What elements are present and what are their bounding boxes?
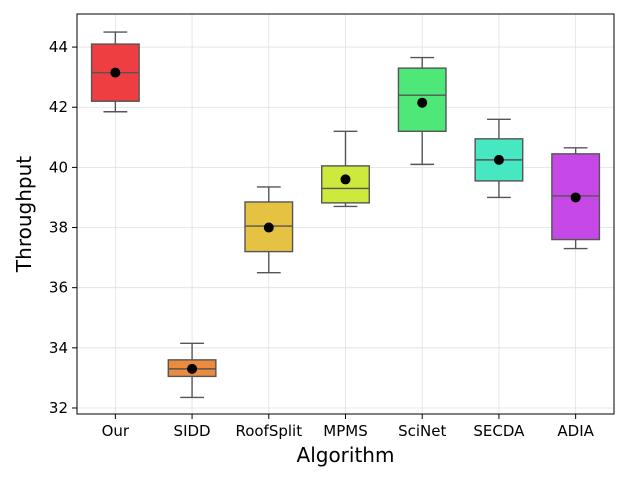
box-SciNet — [397, 67, 447, 132]
y-axis-title: Throughput — [12, 156, 36, 273]
mean-point-Our — [110, 67, 121, 78]
y-ticks: 32 34 36 38 40 42 44 — [49, 38, 77, 417]
mean-point-SECDA — [493, 154, 504, 165]
box-group-ADIA — [551, 147, 601, 250]
mean-point-ADIA — [570, 192, 581, 203]
x-tick-label-RoofSplit: RoofSplit — [235, 422, 302, 440]
x-ticks: Our SIDD RoofSplit MPMS SciNet SECDA ADIA — [102, 414, 595, 440]
boxes — [90, 31, 601, 399]
x-tick-label-Our: Our — [102, 422, 130, 440]
mean-point-SciNet — [417, 97, 428, 108]
x-axis-title: Algorithm — [297, 443, 395, 467]
box-group-RoofSplit — [244, 186, 294, 274]
x-tick-label-SECDA: SECDA — [473, 422, 525, 440]
y-tick-label-40: 40 — [49, 158, 68, 176]
x-tick-label-ADIA: ADIA — [557, 422, 594, 440]
box-group-Our — [90, 31, 140, 113]
y-tick-label-38: 38 — [49, 219, 68, 237]
mean-point-RoofSplit — [263, 222, 274, 233]
y-tick-label-36: 36 — [49, 279, 68, 297]
box-group-SIDD — [167, 342, 217, 399]
x-tick-label-MPMS: MPMS — [323, 422, 367, 440]
y-tick-label-32: 32 — [49, 399, 68, 417]
box-group-MPMS — [321, 130, 370, 208]
mean-point-MPMS — [340, 174, 351, 185]
grid — [77, 14, 614, 414]
x-tick-label-SIDD: SIDD — [174, 422, 211, 440]
x-tick-label-SciNet: SciNet — [398, 422, 446, 440]
box-group-SECDA — [474, 118, 524, 199]
box-group-SciNet — [397, 56, 447, 166]
mean-point-SIDD — [187, 363, 198, 374]
y-tick-label-34: 34 — [49, 339, 68, 357]
y-tick-label-44: 44 — [49, 38, 68, 56]
y-tick-label-42: 42 — [49, 98, 68, 116]
